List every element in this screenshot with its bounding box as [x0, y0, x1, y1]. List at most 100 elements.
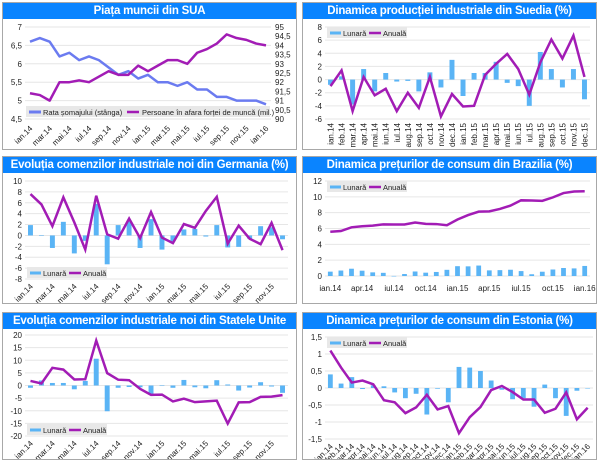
panel-germania: Evoluția comenzilor industriale noi din … [2, 156, 297, 304]
bar-monthly [225, 384, 231, 386]
bar-monthly [520, 388, 526, 399]
x-tick-label: feb.14 [338, 122, 347, 145]
bar-monthly [71, 235, 77, 254]
x-tick-label: mar.15 [165, 282, 189, 303]
x-tick-label: mar.15 [165, 439, 189, 459]
x-tick-label: sep.14 [99, 439, 123, 459]
y-tick-label: 2 [318, 256, 323, 265]
panel-brazilia: Dinamica prețurilor de consum din Brazil… [302, 156, 597, 304]
bar-monthly [192, 385, 198, 388]
y-tick-label: 2 [18, 221, 23, 230]
bar-monthly [159, 235, 165, 250]
bar-monthly [71, 385, 77, 390]
legend-label-annual: Anuală [383, 29, 407, 38]
y-tick-label: 20 [13, 331, 22, 340]
x-tick-label: ian.15 [459, 122, 468, 144]
x-tick-label: ian.15 [145, 439, 167, 459]
bar-monthly [460, 79, 466, 96]
x-tick-label: ian.14 [13, 282, 35, 303]
bar-monthly [402, 274, 407, 276]
x-tick-label: sep.15 [208, 124, 232, 148]
y-tick-label: -4 [15, 253, 23, 262]
x-tick-label: nov.14 [122, 439, 145, 459]
bar-monthly [488, 380, 494, 388]
bar-monthly [499, 388, 505, 390]
x-tick-label: iul.14 [393, 122, 402, 142]
x-tick-label: ian.16 [249, 124, 271, 146]
legend-box [27, 424, 107, 435]
y-tick-label: 4 [318, 49, 323, 58]
series-line-annual [329, 31, 586, 120]
legend-label-monthly: Lunară [343, 29, 367, 38]
y-tick-label: -10 [10, 407, 22, 416]
bar-monthly [359, 270, 365, 276]
legend-box [27, 267, 107, 278]
legend-label: Persoane în afara forței de muncă (mil.) [142, 108, 275, 117]
x-tick-label: iun.15 [514, 122, 523, 144]
x-tick-label: mar.15 [148, 124, 172, 148]
y-tick-label: -20 [10, 432, 22, 441]
bar-monthly [424, 388, 430, 415]
bar-monthly [455, 266, 460, 276]
panel-estonia: Dinamica prețurilor de consum din Estoni… [302, 312, 597, 460]
x-tick-label: oct.14 [426, 122, 435, 144]
y-tick-label-right: 94,5 [275, 32, 291, 41]
y-tick-label-right: 90,5 [275, 106, 291, 115]
bar-monthly [438, 79, 444, 88]
bar-monthly [236, 385, 242, 391]
bar-monthly [571, 268, 577, 276]
x-tick-label: apr.14 [351, 284, 374, 293]
bar-monthly [60, 221, 66, 236]
y-tick-label-right: 92 [275, 78, 284, 87]
chart-title: Piața muncii din SUA [3, 3, 296, 19]
bar-monthly [328, 79, 334, 85]
bar-monthly [553, 388, 558, 399]
y-tick-label-right: 91,5 [275, 87, 291, 96]
x-tick-label: nov.14 [437, 122, 446, 146]
x-tick-label: mar.14 [33, 282, 57, 303]
bar-monthly [570, 69, 576, 80]
bar-monthly [531, 388, 537, 407]
bar-monthly [539, 271, 545, 276]
bar-monthly [585, 388, 591, 389]
y-tick-label: 10 [13, 356, 22, 365]
bar-monthly [327, 271, 333, 276]
y-tick-label: -4 [315, 102, 323, 111]
bar-monthly [28, 385, 33, 388]
bar-monthly [203, 235, 209, 237]
x-tick-label: apr.15 [478, 284, 501, 293]
y-tick-label: -5 [15, 394, 23, 403]
bar-monthly [456, 366, 462, 388]
y-tick-label: 8 [18, 188, 23, 197]
y-tick-label-left: 5,5 [11, 78, 23, 87]
legend-box [327, 27, 407, 38]
x-tick-label: aug.15 [536, 122, 545, 147]
bar-monthly [467, 367, 473, 388]
legend-label-monthly: Lunară [343, 183, 367, 192]
chart-brazilia: 12 10 8 6 4 2 0 ian.14 apr.14 iul.14 oct.14 ian.15 a… [313, 177, 596, 293]
bar-monthly [413, 388, 419, 394]
y-tick-label: 10 [313, 193, 322, 202]
bar-monthly [529, 274, 535, 276]
y-tick-label: -8 [15, 275, 23, 284]
bar-monthly [493, 61, 499, 80]
x-tick-label: mai.14 [55, 282, 79, 303]
x-tick-label: mai.15 [168, 124, 192, 148]
bar-monthly [380, 272, 386, 276]
legend-label-annual: Anuală [383, 183, 407, 192]
x-tick-label: oct.15 [558, 122, 567, 144]
bar-monthly [402, 388, 408, 399]
y-tick-label: 6 [318, 225, 323, 234]
bar-monthly [372, 79, 378, 92]
bar-monthly [383, 73, 389, 80]
bar-monthly [582, 265, 588, 276]
x-tick-label: mai.15 [187, 282, 211, 303]
legend-box [327, 337, 407, 348]
y-tick-label: 12 [313, 177, 322, 186]
x-tick-label: mar.14 [349, 122, 358, 147]
y-tick-label: 5 [18, 369, 23, 378]
y-tick-label: 8 [318, 23, 323, 32]
y-tick-label: 10 [13, 177, 22, 186]
y-tick-label: 6 [18, 199, 23, 208]
